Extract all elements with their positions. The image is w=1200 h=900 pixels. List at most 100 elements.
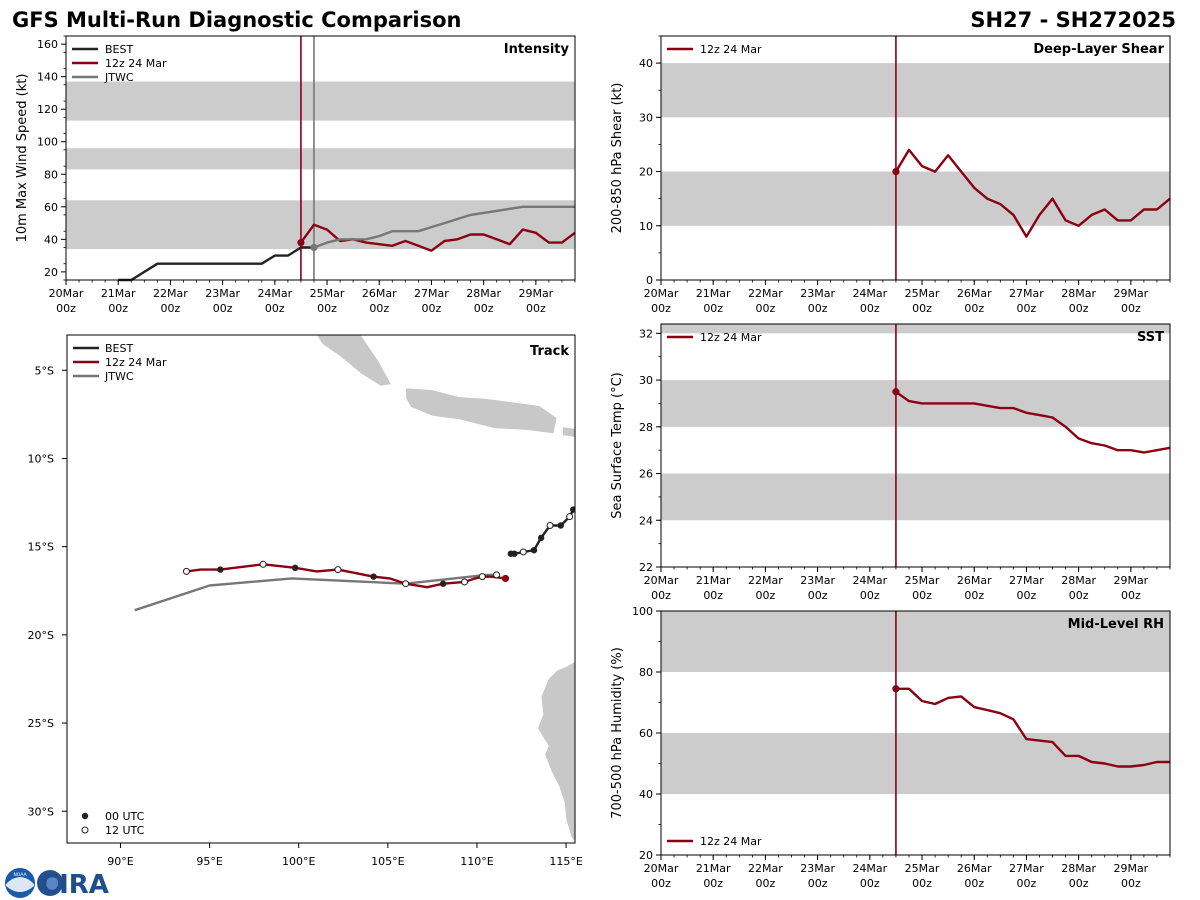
sst-band-2 [661,324,1170,334]
intensity-series-best [118,246,314,282]
shear-ytick-label: 0 [646,274,653,287]
track-marker-12z [546,522,554,529]
track-marker-00z [570,506,575,513]
sst-start-marker-run [892,388,900,396]
rh-ytick-label: 40 [639,788,653,801]
track-marker-12z [566,513,574,521]
intensity-legend-label-jtwc: JTWC [104,71,134,84]
sst-xtick-label: 22Mar 00z [748,574,783,602]
noaa-badge-text: NOAA [13,872,27,878]
track-ytick-label: 10°S [28,452,54,465]
track-marker-00z [537,534,545,542]
intensity-xtick-label: 24Mar 00z [257,287,292,315]
intensity-start-marker-run [297,238,305,247]
rh-xtick-label: 29Mar 00z [1113,862,1148,890]
shear-xtick-label: 27Mar 00z [1009,287,1044,315]
rh-ytick-label: 60 [639,727,653,740]
sst-title: SST [1137,330,1164,345]
rh-ytick-label: 100 [632,605,653,618]
intensity-xtick-label: 26Mar 00z [362,287,397,315]
sst-ylabel: Sea Surface Temp (°C) [610,372,625,519]
rh-band-0 [661,733,1170,794]
intensity-band-2 [66,81,575,121]
sst-xtick-label: 23Mar 00z [800,574,835,602]
track-start-marker [501,574,510,583]
track-frame [66,334,576,844]
rh-ytick-label: 20 [639,849,653,862]
shear-ytick-label: 40 [639,57,653,70]
sst-ytick-label: 24 [639,514,653,527]
sst-xtick-label: 26Mar 00z [957,574,992,602]
intensity-ytick-label: 80 [44,168,58,181]
rh-ylabel: 700-500 hPa Humidity (%) [610,647,625,819]
shear-ytick-label: 20 [639,166,653,179]
storm-id: SH27 - SH272025 [970,8,1176,32]
shear-xtick-label: 25Mar 00z [905,287,940,315]
rh-ytick-label: 80 [639,666,653,679]
sst-band-0 [661,473,1170,521]
rh-panel: 20 40 60 80 100 20Mar 00z 21Mar 00z 22Mar 00z 23Mar… [610,605,1171,890]
intensity-ytick-label: 160 [37,38,58,51]
track-title: Track [530,344,569,359]
track-panel: 90°E 95°E 100°E 105°E 110°E 115°E 5°S 10°S 15°S 2… [28,334,583,868]
track-xtick-label: 110°E [460,855,493,868]
track-ytick-label: 30°S [28,805,54,818]
track-marker-00z [370,573,377,580]
rh-xtick-label: 22Mar 00z [748,862,783,890]
track-marker-12z [334,566,342,574]
track-line-jtwc [134,573,497,612]
shear-series-run [894,148,1171,238]
track-xtick-label: 90°E [107,855,133,868]
intensity-ylabel: 10m Max Wind Speed (kt) [15,74,30,243]
sst-xtick-label: 27Mar 00z [1009,574,1044,602]
intensity-xtick-label: 29Mar 00z [518,287,553,315]
intensity-legend-label-run: 12z 24 Mar [105,57,167,70]
track-legend-marker-12z [81,826,89,834]
track-marker-00z [291,564,299,572]
intensity-series-jtwc [313,205,575,249]
intensity-xtick-label: 28Mar 00z [466,287,501,315]
rh-xtick-label: 21Mar 00z [696,862,731,890]
shear-ytick-label: 10 [639,220,653,233]
track-xtick-label: 105°E [371,855,404,868]
track-marker-00z [530,546,538,554]
rh-xtick-label: 24Mar 00z [852,862,887,890]
intensity-band-0 [66,200,575,250]
sst-ytick-label: 28 [639,421,653,434]
sst-ytick-label: 30 [639,374,653,387]
sst-xtick-label: 24Mar 00z [852,574,887,602]
track-ytick-label: 5°S [35,364,54,377]
sst-ytick-label: 26 [639,468,653,481]
track-legend-marker-label: 00 UTC [105,810,145,823]
intensity-band-1 [66,148,575,170]
intensity-frame [65,35,576,281]
track-marker-12z [478,573,486,581]
page-title: GFS Multi-Run Diagnostic Comparison [12,8,461,32]
shear-xtick-label: 22Mar 00z [748,287,783,315]
sst-xtick-label: 28Mar 00z [1061,574,1096,602]
track-xtick-label: 115°E [549,855,582,868]
intensity-xtick-label: 20Mar 00z [49,287,84,315]
australia-land [537,660,575,842]
sst-xtick-label: 21Mar 00z [696,574,731,602]
sst-panel: 22 24 26 28 30 32 20Mar 00z 21Mar 00z 22Mar 00z 23Ma… [610,323,1171,602]
intensity-start-marker-jtwc [310,243,318,252]
track-marker-00z [557,522,564,529]
shear-band-0 [661,171,1170,226]
shear-title: Deep-Layer Shear [1033,42,1164,57]
track-marker-12z [460,578,468,586]
intensity-xtick-label: 27Mar 00z [414,287,449,315]
track-marker-00z [507,550,515,557]
sst-xtick-label: 29Mar 00z [1113,574,1148,602]
shear-xtick-label: 23Mar 00z [800,287,835,315]
shear-xtick-label: 24Mar 00z [852,287,887,315]
shear-ytick-label: 30 [639,111,653,124]
track-legend-label-best: BEST [105,342,133,355]
globe-inner-icon [42,875,58,891]
track-ytick-label: 15°S [28,541,54,554]
sst-ytick-label: 32 [639,327,653,340]
shear-panel: 0 10 20 30 40 20Mar 00z 21Mar 00z 22Mar 00z 23Mar 00… [610,35,1171,315]
rh-xtick-label: 20Mar 00z [644,862,679,890]
rh-xtick-label: 27Mar 00z [1009,862,1044,890]
intensity-ytick-label: 40 [44,233,58,246]
